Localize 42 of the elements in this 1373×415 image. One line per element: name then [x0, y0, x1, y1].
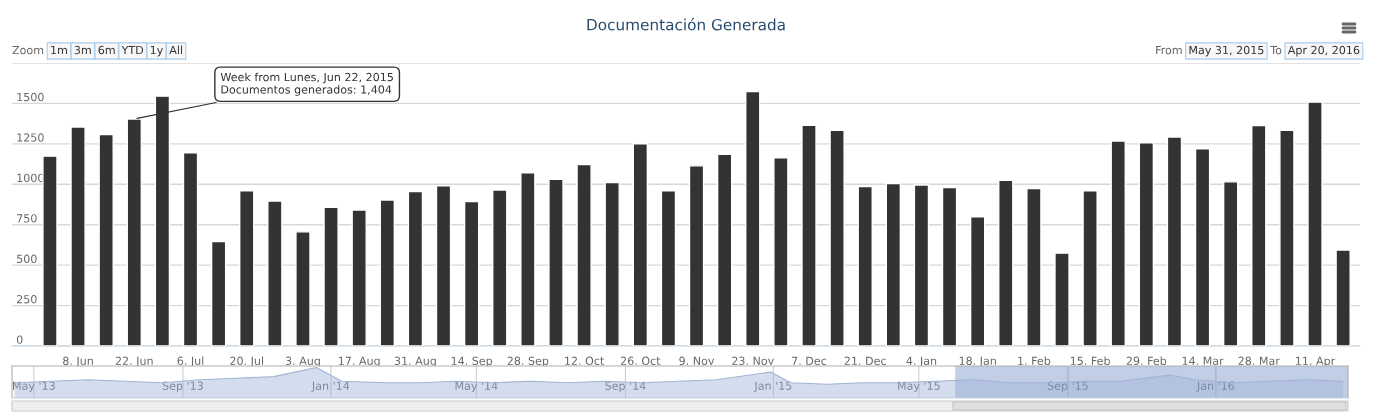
x-tick-label: 18. Jan [959, 356, 996, 368]
x-tick-label: 21. Dec [844, 356, 886, 366]
x-tick-label: 12. Oct [565, 356, 605, 366]
y-tick-label: 1500 [17, 92, 44, 102]
x-tick-label: 1. Feb [1018, 356, 1051, 366]
y-tick-label: 0 [16, 335, 23, 344]
text: 1y [150, 45, 163, 57]
x-tick-label: 28. Sep [507, 356, 549, 368]
y-tick-label: 1250 [17, 133, 44, 142]
text: Apr 20, 2016 [1287, 45, 1360, 57]
y-tick-label: 250 [16, 295, 37, 304]
x-tick-label: 9. Nov [679, 356, 715, 366]
y-tick-label: 750 [17, 214, 37, 223]
text: 3m [74, 45, 91, 55]
y-tick-label: 500 [17, 254, 37, 263]
x-tick-label: Sep '14 [605, 381, 646, 393]
text: To [1270, 45, 1282, 55]
text: All [169, 45, 182, 55]
x-tick-label: Jan '15 [753, 381, 792, 392]
text: Zoom [12, 45, 44, 55]
text: From [1156, 45, 1182, 55]
x-tick-label: Sep '13 [162, 381, 203, 393]
x-tick-label: 11. Apr [1296, 356, 1336, 368]
x-tick-label: 29. Feb [1126, 356, 1167, 366]
text: YTD [121, 45, 144, 55]
x-tick-label: 22. Jun [115, 356, 153, 368]
x-tick-label: 7. Dec [792, 356, 827, 366]
text: 6m [98, 45, 115, 55]
x-tick-label: 15. Feb [1070, 356, 1110, 366]
x-tick-label: May '15 [898, 381, 940, 393]
text: 1m [51, 45, 67, 55]
x-tick-label: 4. Jan [906, 356, 937, 368]
x-tick-label: 28. Mar [1238, 356, 1280, 366]
chart-title: Documentación Generada [587, 18, 785, 31]
x-tick-label: 23. Nov [732, 356, 774, 366]
x-tick-label: 26. Oct [620, 356, 661, 366]
x-tick-label: 14. Sep [451, 356, 493, 368]
x-tick-label: Jan '14 [311, 381, 350, 392]
text: May 31, 2015 [1189, 45, 1264, 57]
x-tick-label: May '13 [13, 381, 55, 393]
x-tick-label: 14. Mar [1182, 356, 1224, 366]
annotation: Week from Lunes, Jun 22, 2015 Documentos generados: 1,404 [220, 72, 393, 96]
